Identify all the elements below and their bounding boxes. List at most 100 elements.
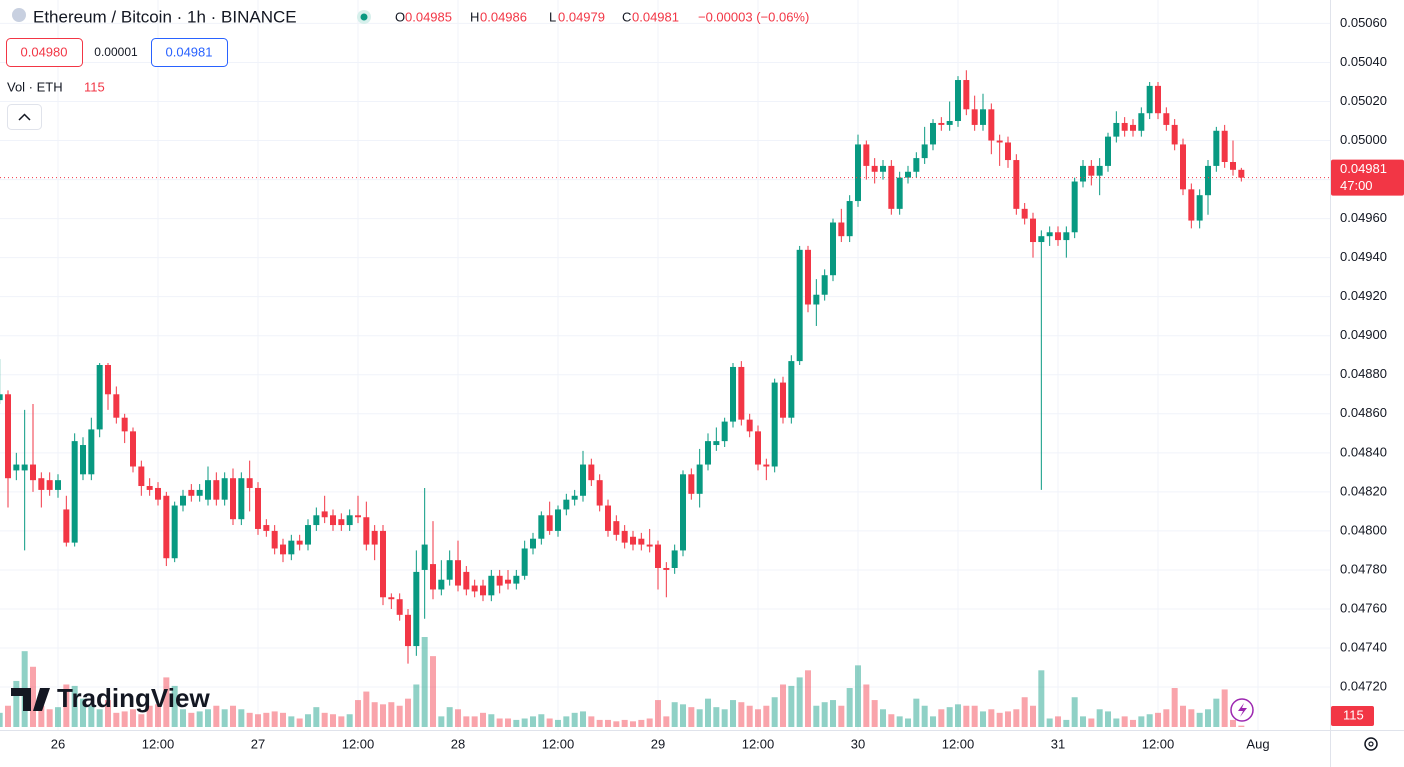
volume-bar: [588, 716, 595, 727]
candle-body: [1013, 160, 1020, 209]
volume-value: 115: [84, 79, 105, 94]
x-tick-label: 12:00: [742, 736, 775, 751]
volume-bar: [471, 716, 478, 727]
candle-body: [513, 575, 520, 584]
ohlc-close: 0.04981: [632, 9, 679, 24]
candle-body: [371, 530, 378, 545]
candle-body: [430, 564, 436, 590]
volume-bar: [955, 704, 961, 727]
candle-body: [505, 579, 511, 584]
volume-bar: [580, 711, 586, 727]
x-tick-label: 12:00: [142, 736, 175, 751]
candle-body: [1196, 195, 1203, 221]
volume-bar: [388, 702, 395, 727]
y-tick-label: 0.04880: [1340, 366, 1387, 381]
volume-bar: [1230, 719, 1236, 727]
candle-body: [988, 109, 995, 141]
volume-bar: [213, 705, 220, 727]
candle-body: [1205, 165, 1211, 196]
volume-bar: [1030, 705, 1036, 727]
candle-body: [838, 222, 845, 237]
candle-body: [30, 464, 36, 481]
x-tick-label: 12:00: [1142, 736, 1175, 751]
candle-body: [421, 544, 428, 570]
volume-bar: [805, 670, 811, 727]
sell-button[interactable]: [6, 38, 83, 67]
last-price-label: 0.04981: [1340, 161, 1387, 176]
volume-bar: [638, 719, 645, 727]
candle-body: [380, 530, 386, 598]
volume-bar: [1113, 718, 1120, 727]
collapse-button[interactable]: [7, 104, 42, 130]
volume-bar: [855, 665, 861, 727]
candle-body: [396, 599, 403, 615]
volume-bar: [80, 698, 86, 727]
volume-bar: [405, 698, 411, 727]
candle-body: [1171, 124, 1178, 145]
volume-bar: [238, 709, 245, 727]
volume-bar: [221, 709, 228, 727]
logo-icon: [11, 688, 50, 711]
candle-body: [355, 515, 361, 518]
candle-body: [546, 515, 553, 531]
volume-bar: [680, 704, 686, 727]
buy-button[interactable]: [151, 38, 228, 67]
volume-bar: [188, 712, 195, 727]
volume-bar: [671, 702, 678, 727]
volume-bar: [713, 707, 720, 727]
candle-body: [1213, 130, 1220, 166]
volume-bar: [171, 685, 178, 727]
candle-body: [830, 222, 836, 276]
volume-bar: [771, 697, 778, 727]
candle-body: [471, 585, 478, 592]
candle-body: [721, 421, 728, 442]
candle-body: [405, 614, 411, 647]
volume-bar: [1146, 714, 1153, 727]
candle-body: [1155, 85, 1161, 114]
lightning-icon: [1238, 703, 1247, 717]
volume-bar: [113, 712, 120, 727]
volume-tag: [1331, 706, 1374, 726]
volume-bar: [513, 719, 520, 727]
candle-body: [705, 441, 711, 465]
last-price-tag: [1331, 159, 1404, 196]
volume-bar: [530, 716, 536, 727]
y-tick-label: 0.04840: [1340, 444, 1387, 459]
volume-bar: [421, 637, 428, 727]
candle-body: [938, 122, 945, 125]
candle-body: [438, 579, 445, 590]
y-tick-label: 0.05020: [1340, 93, 1387, 108]
bid-price[interactable]: 0.04980: [21, 44, 68, 59]
settings-icon: [1368, 741, 1374, 747]
volume-bar: [263, 712, 270, 727]
candle-body: [971, 109, 978, 125]
volume-bar: [930, 716, 936, 727]
x-tick-label: 28: [451, 736, 465, 751]
volume-bar: [755, 709, 761, 727]
candle-body: [638, 538, 645, 545]
volume-bar: [821, 702, 828, 727]
volume-bar: [938, 709, 945, 727]
volume-bar: [746, 705, 753, 727]
volume-bar: [55, 707, 61, 727]
volume-bar: [0, 712, 3, 727]
volume-bar: [338, 716, 345, 727]
x-tick-label: 30: [851, 736, 865, 751]
volume-bar: [38, 705, 45, 727]
candle-body: [71, 441, 78, 543]
volume-bar: [1196, 712, 1203, 727]
volume-bar: [1063, 719, 1070, 727]
candle-body: [1080, 165, 1086, 182]
candle-body: [580, 464, 586, 496]
volume-bar: [180, 709, 186, 727]
candle-body: [280, 544, 286, 555]
candle-body: [680, 474, 686, 551]
ask-price[interactable]: 0.04981: [166, 44, 213, 59]
settings-button[interactable]: [1364, 737, 1378, 751]
volume-bar: [571, 712, 578, 727]
candle-body: [863, 144, 870, 166]
volume-bar: [363, 691, 370, 727]
y-tick-label: 0.04900: [1340, 327, 1387, 342]
candle-body: [96, 365, 103, 430]
candle-body: [621, 530, 628, 543]
